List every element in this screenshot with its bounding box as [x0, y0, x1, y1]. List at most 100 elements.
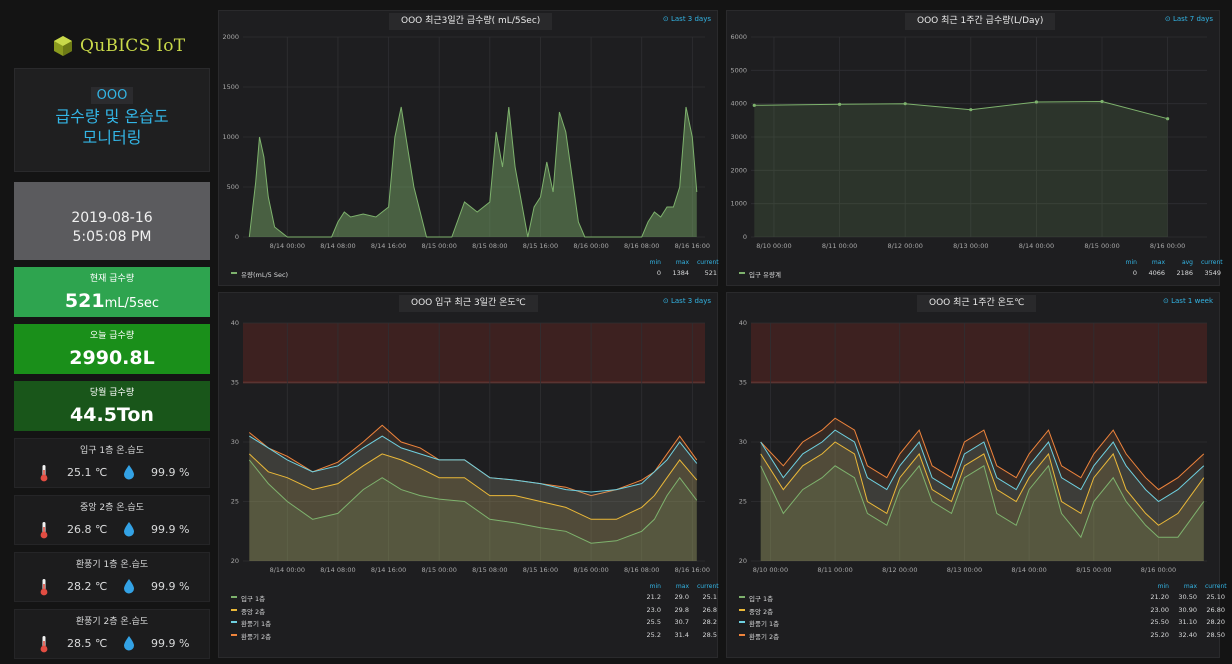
legend-item[interactable]: 입구 1층 21.2 29.0 25.1	[231, 592, 717, 603]
sensor-card[interactable]: 환풍기 1층 온.습도 28.2 ℃ 99.9 %	[14, 552, 210, 602]
y-tick-label: 20	[739, 557, 747, 565]
sensor-card[interactable]: 입구 1층 온.습도 25.1 ℃ 99.9 %	[14, 438, 210, 488]
humidity-value: 99.9 %	[151, 580, 190, 593]
humidity-value: 99.9 %	[151, 523, 190, 536]
x-tick-label: 8/15 16:00	[523, 242, 558, 250]
panel-temp-3days[interactable]: 20 25 30 35 40 8/14 00:00 8/14 08:00 8/14 16:00…	[218, 292, 719, 658]
time-range-label[interactable]: ⊙ Last 1 week	[1163, 297, 1213, 305]
y-tick-label: 5000	[730, 66, 747, 74]
title-line-2: 모니터링	[82, 128, 142, 147]
legend-header[interactable]: min	[1157, 583, 1169, 590]
series-area	[249, 425, 697, 561]
stat-label: 당월 급수량	[89, 388, 135, 398]
y-tick-label: 2000	[222, 33, 239, 41]
humidity-value: 99.9 %	[151, 637, 190, 650]
x-tick-label: 8/15 08:00	[472, 242, 507, 250]
data-point	[752, 103, 756, 107]
legend-header[interactable]: max	[675, 583, 689, 590]
panel-title[interactable]: OOO 입구 최근 3일간 온도℃	[399, 295, 538, 312]
legend-value: 25.1	[702, 593, 717, 601]
data-point	[837, 102, 842, 106]
x-tick-label: 8/14 08:00	[320, 242, 355, 250]
sensor-card[interactable]: 환풍기 2층 온.습도 28.5 ℃ 99.9 %	[14, 609, 210, 659]
legend-series-name: 유량(mL/5 Sec)	[241, 271, 289, 279]
legend-swatch	[739, 272, 745, 274]
time-range-label[interactable]: ⊙ Last 7 days	[1164, 15, 1213, 23]
legend-header[interactable]: current	[697, 259, 719, 266]
legend-item[interactable]: 입구 1층 21.20 30.50 25.10	[739, 592, 1225, 603]
panel-water-3days[interactable]: 0 500 1000 1500 2000 8/14 00:00 8/14 08:00 8/14…	[218, 10, 719, 286]
sensor-label: 입구 1층 온.습도	[80, 446, 144, 456]
stat-value: 2990.8L	[69, 347, 155, 369]
series-area	[760, 430, 1204, 561]
legend-header[interactable]: min	[649, 259, 661, 266]
stat-current-water[interactable]: 현재 급수량 521mL/5sec	[14, 267, 210, 317]
series-line	[760, 429, 1205, 503]
x-tick-label: 8/12 00:00	[887, 242, 922, 250]
x-tick-label: 8/14 00:00	[1011, 566, 1046, 574]
x-tick-label: 8/16 00:00	[1141, 566, 1176, 574]
legend-value: 25.2	[646, 630, 661, 639]
legend-value: 28.20	[1206, 618, 1225, 626]
legend-header[interactable]: min	[649, 583, 661, 590]
legend-header[interactable]: max	[1151, 259, 1165, 266]
panel-temp-1week[interactable]: 20 25 30 35 40 8/10 00:00 8/11 00:00 8/12 00:00…	[726, 292, 1227, 658]
panel-title[interactable]: OOO 최근3일간 급수량( mL/5Sec)	[389, 13, 553, 30]
stat-label: 오늘 급수량	[89, 331, 135, 341]
panel-water-7days[interactable]: 0 1000 2000 3000 4000 5000 6000 8/10 00:00 8/11 …	[726, 10, 1223, 286]
legend-value: 30.50	[1178, 593, 1197, 601]
y-tick-label: 1500	[222, 83, 239, 91]
time-range-label[interactable]: ⊙ Last 3 days	[662, 297, 711, 305]
x-tick-label: 8/11 00:00	[817, 566, 852, 574]
legend-value: 521	[704, 269, 717, 277]
time-range-label[interactable]: ⊙ Last 3 days	[662, 15, 711, 23]
legend-item[interactable]: 환풍기 1층 25.5 30.7 28.2	[231, 617, 717, 628]
x-tick-label: 8/16 00:00	[1150, 242, 1185, 250]
legend-value: 32.40	[1178, 630, 1197, 639]
legend-header[interactable]: max	[675, 259, 689, 266]
legend-header[interactable]: current	[1205, 583, 1227, 590]
legend-item[interactable]: 유량(mL/5 Sec) 0 1384 521	[231, 268, 717, 279]
legend-item[interactable]: 중앙 2층 23.00 30.90 26.80	[739, 605, 1225, 616]
legend-series-name: 환풍기 2층	[749, 632, 780, 641]
sensor-label: 중앙 2층 온.습도	[80, 503, 144, 513]
legend-value: 25.10	[1206, 593, 1225, 601]
legend-item[interactable]: 환풍기 2층 25.2 31.4 28.5	[231, 630, 717, 641]
x-tick-label: 8/15 08:00	[472, 566, 507, 574]
x-tick-label: 8/16 16:00	[675, 566, 710, 574]
y-tick-label: 30	[231, 438, 239, 446]
legend-value: 1384	[672, 269, 689, 277]
brand-logo[interactable]: QuBICS IoT	[52, 30, 192, 62]
legend-header[interactable]: current	[1201, 259, 1223, 266]
stat-today-water[interactable]: 오늘 급수량 2990.8L	[14, 324, 210, 374]
legend-item[interactable]: 환풍기 2층 25.20 32.40 28.50	[739, 630, 1225, 641]
series-line	[248, 453, 698, 520]
legend-header[interactable]: avg	[1181, 259, 1193, 266]
sidebar: QuBICS IoT OOO 급수량 및 온습도 모니터링 2019-08-16…	[12, 10, 212, 660]
y-tick-label: 3000	[730, 133, 747, 141]
panel-title[interactable]: OOO 최근 1주간 급수량(L/Day)	[905, 13, 1056, 30]
data-point	[1166, 117, 1170, 121]
data-point	[969, 108, 973, 112]
x-tick-label: 8/11 00:00	[822, 242, 857, 250]
panel-title[interactable]: OOO 최근 1주간 온도℃	[917, 295, 1037, 312]
threshold-region	[243, 323, 705, 383]
chart-canvas: 20 25 30 35 40 8/10 00:00 8/11 00:00 8/12 00:00…	[739, 319, 1207, 574]
stat-month-water[interactable]: 당월 급수량 44.5Ton	[14, 381, 210, 431]
legend-item[interactable]: 중앙 2층 23.0 29.8 26.8	[231, 605, 717, 616]
x-tick-label: 8/14 00:00	[270, 242, 305, 250]
humidity-value: 99.9 %	[151, 466, 190, 479]
legend-header[interactable]: min	[1125, 259, 1137, 266]
x-tick-label: 8/14 08:00	[320, 566, 355, 574]
legend-header[interactable]: max	[1183, 583, 1197, 590]
legend-value: 0	[1132, 269, 1137, 277]
legend-value: 3549	[1204, 269, 1221, 277]
legend-value: 29.0	[674, 593, 689, 601]
legend-item[interactable]: 입구 유량계 0 4066 2186 3549	[739, 268, 1221, 279]
droplet-icon	[124, 465, 134, 480]
legend-header[interactable]: current	[697, 583, 719, 590]
temperature-value: 28.2 ℃	[67, 580, 108, 593]
legend-item[interactable]: 환풍기 1층 25.50 31.10 28.20	[739, 617, 1225, 628]
sensor-card[interactable]: 중앙 2층 온.습도 26.8 ℃ 99.9 %	[14, 495, 210, 545]
legend-series-name: 환풍기 1층	[241, 620, 272, 628]
